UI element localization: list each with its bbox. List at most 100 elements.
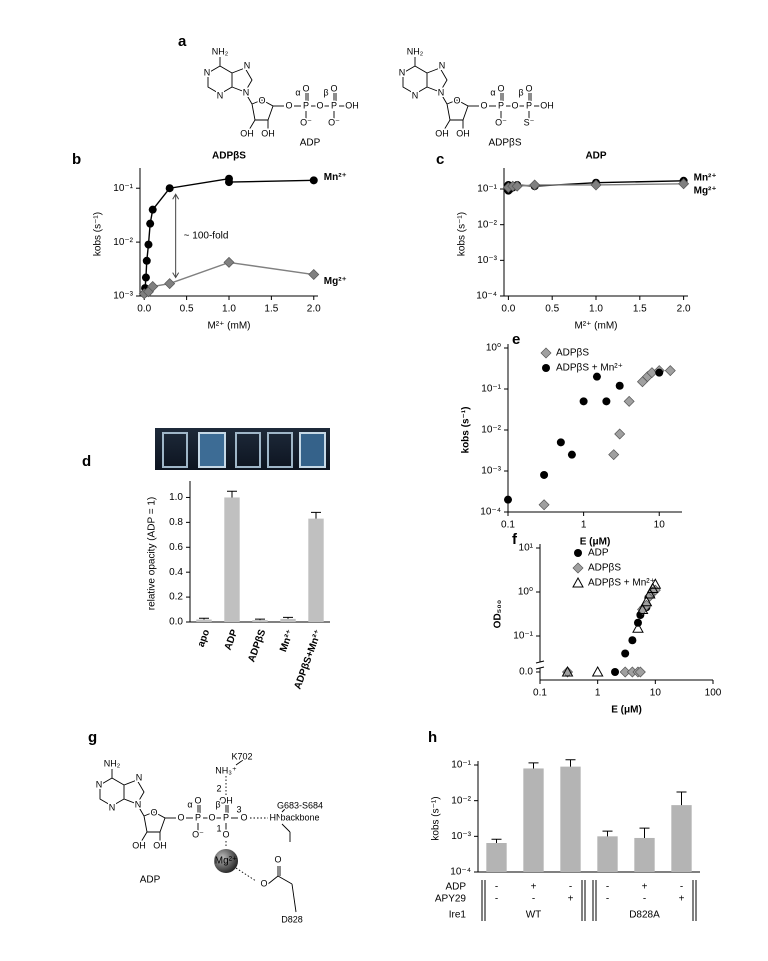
y-tick-label: 10⁻³ <box>481 466 501 477</box>
condition: - <box>643 894 646 905</box>
point <box>148 205 157 214</box>
x-tick-label: 2.0 <box>307 304 321 315</box>
atom-label: O <box>194 795 201 805</box>
panel-label: a <box>178 33 187 50</box>
point <box>621 649 630 658</box>
point <box>309 176 318 185</box>
atom-label: N <box>204 67 211 77</box>
structure-label: 2 <box>216 783 221 793</box>
cuvette-photo <box>155 428 330 470</box>
error-bar <box>283 616 293 619</box>
structure-label: HN <box>270 812 283 822</box>
y-tick-label: 1.0 <box>169 492 183 503</box>
atom-label: N <box>243 87 250 97</box>
bond <box>443 119 451 131</box>
legend-marker <box>542 364 550 372</box>
point <box>147 281 159 293</box>
x-tick-label: 10 <box>654 520 666 531</box>
point <box>591 665 604 677</box>
atom-label: β <box>518 87 523 97</box>
point <box>164 278 176 290</box>
atom-label: P <box>195 812 201 822</box>
structure-label: 3 <box>236 804 241 814</box>
y-tick-label: 10⁻¹ <box>481 384 501 395</box>
x-tick-label: 1.5 <box>633 304 647 315</box>
point <box>664 365 676 377</box>
atom-label: N <box>439 60 446 70</box>
atom-label: O <box>222 829 229 839</box>
condition: + <box>642 882 648 893</box>
legend-label: ADPβS <box>556 348 589 359</box>
bar <box>196 619 212 622</box>
bond <box>289 803 299 809</box>
error-bar <box>639 827 650 838</box>
atom-label: OH <box>540 100 554 110</box>
point <box>602 397 611 406</box>
point <box>225 178 233 187</box>
bar <box>597 836 618 872</box>
point <box>556 438 565 447</box>
x-axis-label: E (μM) <box>611 705 642 716</box>
annotation-arrow <box>172 193 180 279</box>
condition: + <box>531 882 537 893</box>
condition: - <box>495 882 498 893</box>
annotation: ~ 100-fold <box>184 231 229 242</box>
legend-label: ADPβS <box>588 563 621 574</box>
y-tick-label: 0.8 <box>169 517 183 528</box>
y-tick-label: 0.2 <box>169 592 183 603</box>
x-tick-label: ADPβS+Mn²⁺ <box>292 628 324 691</box>
y-axis-label: kobs (s⁻¹) <box>457 212 468 256</box>
point <box>611 668 620 676</box>
point <box>634 666 646 678</box>
condition: - <box>532 894 535 905</box>
atom-label: α <box>187 799 192 809</box>
bond <box>244 91 253 105</box>
structure-label: O <box>260 878 267 888</box>
x-tick-label: apo <box>196 628 212 648</box>
y-tick-label: 0.0 <box>169 617 183 628</box>
atom-label: OH <box>153 840 167 850</box>
atom-label: N <box>399 67 406 77</box>
x-axis-label: M²⁺ (mM) <box>574 321 617 332</box>
bond <box>446 99 469 121</box>
atom-label: O⁻ <box>192 829 204 839</box>
point <box>308 269 320 281</box>
bond <box>136 803 145 817</box>
x-axis-label: M²⁺ (mM) <box>207 321 250 332</box>
atom-label: O <box>497 83 504 93</box>
atom-label: N <box>96 779 103 789</box>
atom-label: O⁻ <box>328 117 340 127</box>
condition: - <box>680 882 683 893</box>
bar <box>671 805 692 872</box>
legend-label: Mn²⁺ <box>694 172 717 183</box>
atom-label: P <box>526 100 532 110</box>
mg-ion <box>214 849 238 873</box>
error-bar <box>199 617 209 620</box>
atom-label: α <box>295 87 300 97</box>
point <box>540 470 549 479</box>
point <box>608 449 620 461</box>
point <box>562 666 574 678</box>
structure-label: K702 <box>231 751 252 761</box>
point <box>579 397 588 406</box>
atom-label: P <box>498 100 504 110</box>
point <box>223 256 235 268</box>
atom-label: O⁻ <box>300 117 312 127</box>
atom-label: OH <box>132 840 146 850</box>
y-tick-label: 10¹ <box>519 543 534 554</box>
y-tick-label: 10⁻² <box>477 219 497 230</box>
bar <box>224 497 240 622</box>
atom-label: OH <box>261 128 275 138</box>
atom-label: NH₂ <box>104 758 121 768</box>
atom-label: O <box>330 83 337 93</box>
panel-label: f <box>512 531 518 548</box>
atom-label: OH <box>456 128 470 138</box>
atom-label: N <box>135 799 142 809</box>
point <box>623 395 635 407</box>
atom-label: O <box>511 100 518 110</box>
error-bar <box>602 830 613 837</box>
bond <box>281 803 291 813</box>
y-tick-label: 10⁻¹ <box>513 631 533 642</box>
x-tick-label: 1.0 <box>222 304 236 315</box>
